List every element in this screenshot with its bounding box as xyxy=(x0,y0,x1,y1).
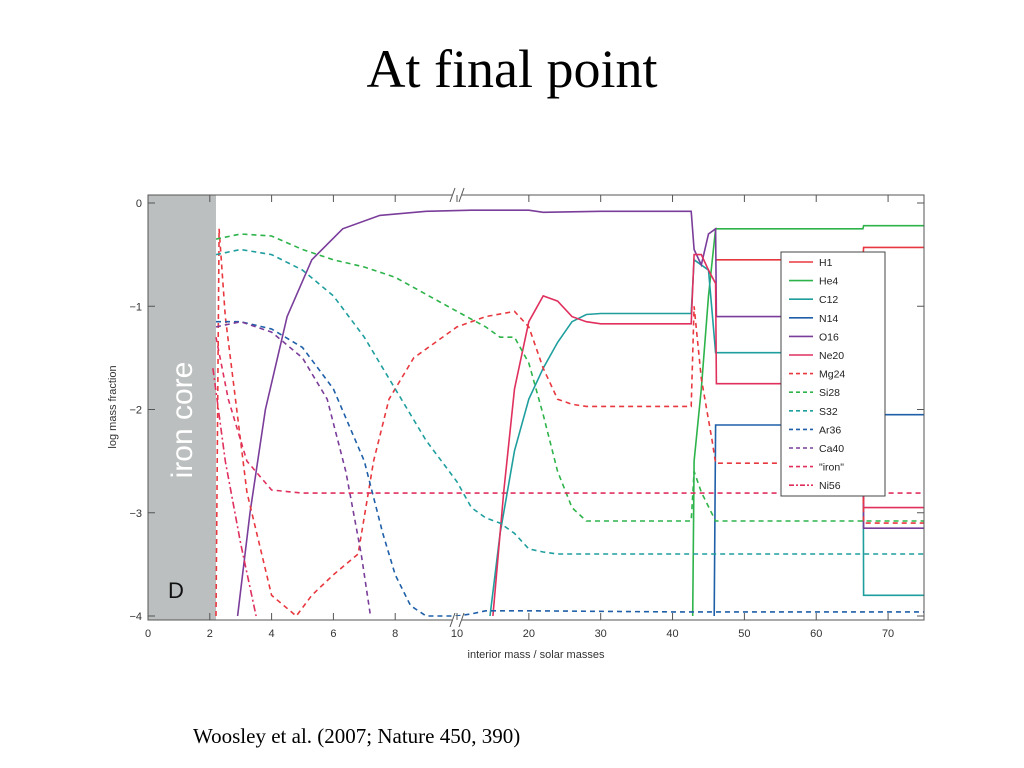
series-line-ca40 xyxy=(215,320,372,617)
axis-break-slash xyxy=(458,612,465,628)
x-axis-label: interior mass / solar masses xyxy=(468,649,605,661)
x-tick-label: 60 xyxy=(810,628,822,640)
legend-entry: S32 xyxy=(819,406,838,418)
legend-entry: C12 xyxy=(819,294,838,306)
legend-entry: Ni56 xyxy=(819,480,841,492)
series-line-he4 xyxy=(691,224,924,617)
iron-core-label: iron core xyxy=(166,362,199,479)
y-tick-label: −4 xyxy=(129,611,142,623)
y-tick-label: −1 xyxy=(129,301,142,313)
series-line-s32 xyxy=(215,248,924,555)
series-line-si28 xyxy=(215,233,924,522)
x-tick-label: 2 xyxy=(207,628,213,640)
series-line-ne20 xyxy=(492,253,924,617)
legend-entry: Ar36 xyxy=(819,424,841,436)
series-line-ni56 xyxy=(212,368,257,617)
x-tick-label: 50 xyxy=(738,628,750,640)
legend-entry: H1 xyxy=(819,257,833,269)
x-tick-label: 6 xyxy=(330,628,336,640)
series-line-mg24 xyxy=(215,228,924,618)
legend-entry: "iron" xyxy=(819,462,844,474)
slide-title: At final point xyxy=(366,39,658,99)
citation: Woosley et al. (2007; Nature 450, 390) xyxy=(193,724,521,748)
series-layer xyxy=(212,209,924,618)
x-tick-label: 20 xyxy=(523,628,535,640)
legend-entry: Ca40 xyxy=(819,443,844,455)
legend-entry: Ne20 xyxy=(819,350,844,362)
legend: H1 He4 C12 N14 O16 Ne20 Mg24 Si28 S32 Ar36 Ca40 "ir… xyxy=(780,251,886,497)
axis-break-slash xyxy=(449,187,456,203)
x-tick-label: 10 xyxy=(451,628,463,640)
x-tick-label: 40 xyxy=(666,628,678,640)
y-axis: 0 −1 −2 −3 −4 xyxy=(129,198,924,623)
x-tick-label: 4 xyxy=(269,628,275,640)
y-axis-label: log mass fraction xyxy=(107,365,119,448)
y-tick-label: 0 xyxy=(136,198,142,210)
x-tick-label: 30 xyxy=(595,628,607,640)
axis-break-slash xyxy=(449,612,456,628)
x-tick-label: 8 xyxy=(392,628,398,640)
x-tick-label: 70 xyxy=(882,628,894,640)
iron-core-band xyxy=(148,195,216,620)
series-line-iron xyxy=(215,337,924,494)
legend-entry: He4 xyxy=(819,276,838,288)
panel-label: D xyxy=(168,578,184,603)
legend-entry: N14 xyxy=(819,313,838,325)
legend-entry: Mg24 xyxy=(819,369,845,381)
y-tick-label: −3 xyxy=(129,508,142,520)
axis-break-slash xyxy=(458,187,465,203)
series-line-ar36 xyxy=(216,320,924,617)
legend-entry: O16 xyxy=(819,331,839,343)
plot-frame xyxy=(147,194,925,621)
legend-entry: Si28 xyxy=(819,387,840,399)
y-tick-label: −2 xyxy=(129,405,142,417)
x-tick-label: 0 xyxy=(145,628,151,640)
